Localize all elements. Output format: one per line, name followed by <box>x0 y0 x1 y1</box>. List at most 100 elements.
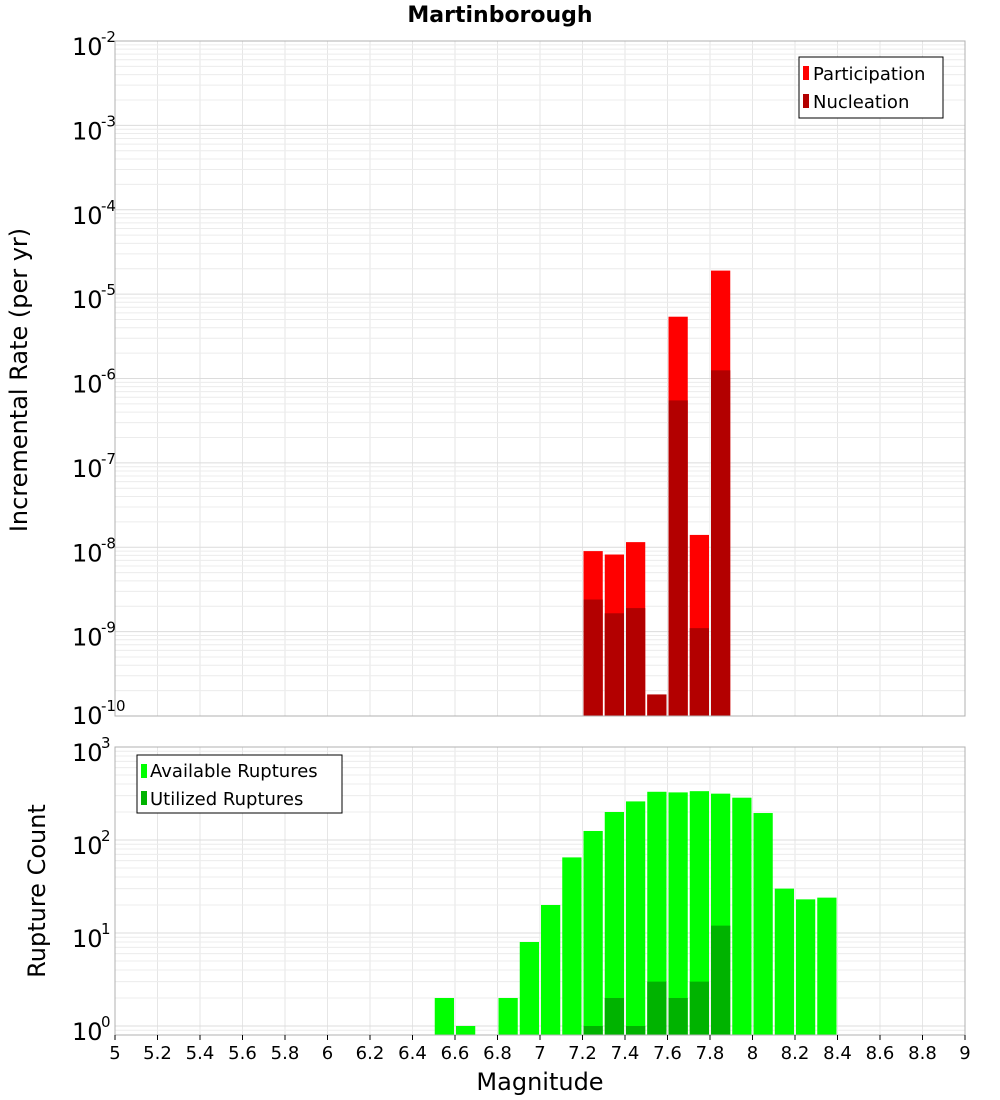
x-tick-label: 5 <box>109 1043 120 1064</box>
x-tick-label: 5.2 <box>143 1043 172 1064</box>
bar-utilized-ruptures <box>626 1025 646 1035</box>
y-tick-label: 10 <box>72 624 103 652</box>
bar-nucleation <box>668 400 688 716</box>
y-tick-exponent: -10 <box>101 697 126 715</box>
bar-available-ruptures <box>732 797 752 1035</box>
legend-swatch-utilized <box>141 791 147 805</box>
rate-plot-grid <box>114 40 966 717</box>
y-tick-exponent: -2 <box>101 28 116 46</box>
x-tick-label: 6.4 <box>398 1043 427 1064</box>
y-tick-label: 10 <box>72 739 103 767</box>
bar-available-ruptures <box>626 801 646 1035</box>
rate-plot-y-ticks: 10-210-310-410-510-610-710-810-910-10 <box>72 28 126 730</box>
y-tick-label: 10 <box>72 33 103 61</box>
y-tick-label: 10 <box>72 1018 103 1046</box>
y-tick-label: 10 <box>72 832 103 860</box>
rate-plot-bars <box>583 270 731 716</box>
bar-available-ruptures <box>647 791 667 1035</box>
bar-nucleation <box>647 694 667 716</box>
x-tick-label: 9 <box>959 1043 970 1064</box>
bar-available-ruptures <box>817 897 837 1035</box>
bar-nucleation <box>626 608 646 716</box>
count-y-axis-label: Rupture Count <box>23 804 51 978</box>
rate-plot-frame <box>114 40 966 717</box>
y-tick-exponent: -3 <box>101 112 116 130</box>
bar-available-ruptures <box>434 997 454 1035</box>
rate-y-axis-label: Incremental Rate (per yr) <box>5 228 33 532</box>
bar-nucleation <box>583 599 603 716</box>
count-plot-legend: Available Ruptures Utilized Ruptures <box>136 754 343 814</box>
y-tick-exponent: -8 <box>101 534 116 552</box>
bar-available-ruptures <box>498 997 518 1035</box>
x-axis-label: Magnitude <box>476 1068 603 1096</box>
y-tick-exponent: -6 <box>101 366 116 384</box>
x-axis-ticks: 5 5.2 5.4 5.6 5.8 6 6.2 6.4 6.6 6.8 7 7.2 7.4 7.6 7.8 8… <box>109 1035 971 1064</box>
y-tick-exponent: -5 <box>101 281 116 299</box>
x-tick-label: 6.6 <box>441 1043 470 1064</box>
x-tick-label: 7.4 <box>611 1043 640 1064</box>
bar-available-ruptures <box>689 791 709 1035</box>
x-tick-label: 7 <box>534 1043 545 1064</box>
y-tick-exponent: 3 <box>101 734 111 752</box>
x-tick-label: 8.4 <box>823 1043 852 1064</box>
rate-plot-legend: Participation Nucleation <box>798 56 944 119</box>
legend-swatch-nucleation <box>803 94 809 108</box>
y-tick-label: 10 <box>72 202 103 230</box>
bar-nucleation <box>604 613 624 716</box>
bar-nucleation <box>711 370 731 716</box>
y-tick-label: 10 <box>72 455 103 483</box>
x-tick-label: 5.4 <box>186 1043 215 1064</box>
x-tick-label: 8.6 <box>866 1043 895 1064</box>
x-tick-label: 7.8 <box>696 1043 725 1064</box>
y-tick-exponent: -9 <box>101 619 116 637</box>
bar-available-ruptures <box>562 857 582 1035</box>
bar-utilized-ruptures <box>689 981 709 1035</box>
y-tick-label: 10 <box>72 925 103 953</box>
x-tick-label: 7.6 <box>653 1043 682 1064</box>
bar-available-ruptures <box>753 813 773 1035</box>
legend-box <box>136 754 343 814</box>
x-tick-label: 8 <box>747 1043 758 1064</box>
bar-nucleation <box>689 628 709 716</box>
y-tick-label: 10 <box>72 539 103 567</box>
x-tick-label: 5.8 <box>271 1043 300 1064</box>
x-tick-label: 8.2 <box>781 1043 810 1064</box>
bar-available-ruptures <box>583 830 603 1035</box>
y-tick-exponent: -4 <box>101 197 116 215</box>
bar-utilized-ruptures <box>647 981 667 1035</box>
chart-title: Martinborough <box>407 3 592 28</box>
y-tick-exponent: 1 <box>101 920 111 938</box>
bar-available-ruptures <box>541 904 561 1035</box>
x-tick-label: 5.6 <box>228 1043 257 1064</box>
bar-available-ruptures <box>519 942 539 1035</box>
legend-label-available: Available Ruptures <box>150 761 318 782</box>
y-tick-exponent: 0 <box>101 1013 111 1031</box>
y-tick-label: 10 <box>72 702 103 730</box>
bar-utilized-ruptures <box>583 1025 603 1035</box>
y-tick-label: 10 <box>72 286 103 314</box>
legend-label-nucleation: Nucleation <box>813 92 909 113</box>
x-tick-label: 7.2 <box>568 1043 597 1064</box>
legend-swatch-available <box>141 764 147 778</box>
legend-box <box>798 56 944 119</box>
bar-utilized-ruptures <box>604 997 624 1035</box>
y-tick-label: 10 <box>72 371 103 399</box>
legend-swatch-participation <box>803 66 809 80</box>
count-plot-bars <box>434 791 837 1035</box>
x-tick-label: 6 <box>322 1043 333 1064</box>
y-tick-label: 10 <box>72 117 103 145</box>
bar-available-ruptures <box>456 1025 476 1035</box>
legend-label-utilized: Utilized Ruptures <box>150 789 303 810</box>
bar-available-ruptures <box>774 888 794 1035</box>
bar-utilized-ruptures <box>711 925 731 1035</box>
y-tick-exponent: 2 <box>101 827 111 845</box>
bar-available-ruptures <box>604 812 624 1035</box>
x-tick-label: 8.8 <box>908 1043 937 1064</box>
bar-available-ruptures <box>796 899 816 1035</box>
x-tick-label: 6.2 <box>356 1043 385 1064</box>
rate-plot: 10-210-310-410-510-610-710-810-910-10 Pa… <box>72 28 966 730</box>
y-tick-exponent: -7 <box>101 450 116 468</box>
